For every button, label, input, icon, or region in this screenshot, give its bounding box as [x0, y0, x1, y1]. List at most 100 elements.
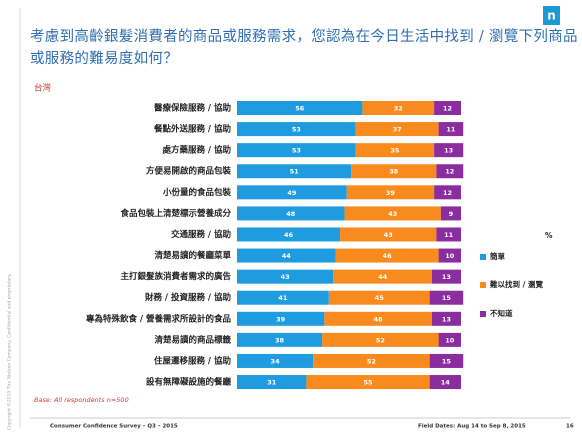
bar-segment [237, 164, 352, 179]
value-label: 11 [446, 126, 456, 134]
value-label: 31 [267, 379, 277, 387]
category-label: 交通服務 / 協助 [171, 229, 232, 240]
value-label: 13 [442, 273, 451, 281]
category-label: 住屋遷移服務 / 協助 [154, 355, 232, 366]
value-label: 38 [389, 168, 399, 176]
bar-segment [237, 311, 325, 326]
value-label: 46 [284, 231, 294, 239]
category-label: 方便易開啟的商品包裝 [146, 166, 232, 177]
bar-segment [438, 332, 461, 347]
category-label: 醫療保險服務 / 協助 [154, 103, 232, 114]
value-label: 43 [388, 210, 397, 218]
chart-title: 考慮到高齡銀髮消費者的商品或服務需求，您認為在今日生活中找到 / 瀏覽下列商品或… [30, 29, 578, 67]
value-label: 14 [441, 379, 451, 387]
legend-label: 簡單 [490, 251, 505, 261]
bar-segment [431, 311, 461, 326]
bar-segment [237, 269, 334, 284]
value-label: 9 [449, 210, 454, 218]
value-label: 38 [275, 336, 285, 344]
category-label: 主打銀髮族消費者需求的廣告 [120, 271, 231, 282]
value-label: 51 [290, 168, 300, 176]
bar-segment [429, 353, 464, 368]
value-label: 48 [286, 210, 296, 218]
value-label: 46 [383, 252, 393, 260]
bar-segment [438, 122, 464, 137]
value-label: 45 [375, 294, 385, 302]
value-label: 11 [444, 231, 454, 239]
bar-segment [355, 143, 435, 158]
category-label: 設有無障礙設施的餐廳 [146, 377, 232, 388]
bar-segment [436, 164, 464, 179]
bar-segment [434, 101, 461, 115]
value-label: 39 [276, 315, 286, 323]
category-label: 小份量的食品包裝 [162, 187, 232, 198]
bar-segment [351, 164, 437, 179]
value-label: 12 [443, 105, 452, 113]
bar-segment [431, 269, 461, 284]
bar-segment [237, 101, 363, 115]
unit-label: % [545, 231, 553, 240]
bar-segment [434, 185, 461, 200]
bar-segment [322, 332, 439, 347]
bar-segment [237, 143, 356, 158]
value-label: 12 [445, 168, 454, 176]
value-label: 15 [442, 357, 452, 365]
value-label: 43 [384, 231, 393, 239]
value-label: 52 [367, 357, 376, 365]
bar-segment [434, 143, 464, 158]
logo-box [543, 6, 560, 25]
value-label: 37 [393, 126, 402, 134]
legend-swatch [480, 311, 486, 317]
legend-label: 難以找到 / 瀏覽 [490, 279, 543, 289]
value-label: 49 [287, 189, 297, 197]
bar-segment [313, 353, 430, 368]
bar-segment [346, 185, 435, 200]
value-label: 13 [442, 315, 451, 323]
bar-segment [344, 206, 441, 221]
bar-segment [237, 227, 341, 242]
bar-segment [237, 353, 314, 368]
value-label: 41 [278, 294, 288, 302]
logo: n [547, 9, 556, 23]
category-label: 清楚易讀的餐廳菜單 [154, 250, 231, 261]
footer-survey: Consumer Confidence Survey – Q3 – 2015 [50, 424, 178, 430]
bar-segment [237, 375, 307, 390]
bar-segment [438, 248, 461, 263]
value-label: 34 [271, 357, 281, 365]
value-label: 53 [292, 126, 301, 134]
category-label: 專為特殊飲食 / 營養需求所設計的食品 [86, 313, 232, 324]
bar-segment [340, 227, 437, 242]
subtitle: 台灣 [34, 83, 52, 94]
value-label: 12 [443, 189, 452, 197]
value-label: 55 [364, 379, 374, 387]
bar-segment [237, 185, 347, 200]
legend-label: 不知道 [490, 308, 513, 318]
legend-swatch [480, 282, 486, 288]
base-note: Base: All respondents n=500 [34, 396, 129, 404]
bar-segment [237, 290, 329, 305]
bar-segment [440, 206, 461, 221]
bar-segment [324, 311, 432, 326]
bar-segment [237, 122, 356, 137]
bar-segment [328, 290, 430, 305]
bar-segment [306, 375, 430, 390]
value-label: 48 [374, 315, 384, 323]
value-label: 32 [394, 105, 403, 113]
bar-segment [335, 248, 439, 263]
value-label: 44 [282, 252, 292, 260]
legend-swatch [480, 254, 486, 260]
bar-segment [436, 227, 461, 242]
value-label: 39 [386, 189, 396, 197]
value-label: 10 [445, 252, 455, 260]
bar-segment [237, 248, 336, 263]
bar-segment [429, 375, 461, 390]
copyright: Copyright ©2015 The Nielsen Company. Con… [6, 273, 13, 430]
category-label: 處方藥服務 / 協助 [162, 145, 231, 156]
category-label: 財務 / 投資服務 / 協助 [144, 292, 232, 303]
category-label: 清楚易讀的商品標籤 [154, 334, 231, 345]
footer-dates: Field Dates: Aug 14 to Sep 8, 2015 [418, 424, 526, 430]
bar-segment [429, 290, 464, 305]
value-label: 44 [378, 273, 388, 281]
